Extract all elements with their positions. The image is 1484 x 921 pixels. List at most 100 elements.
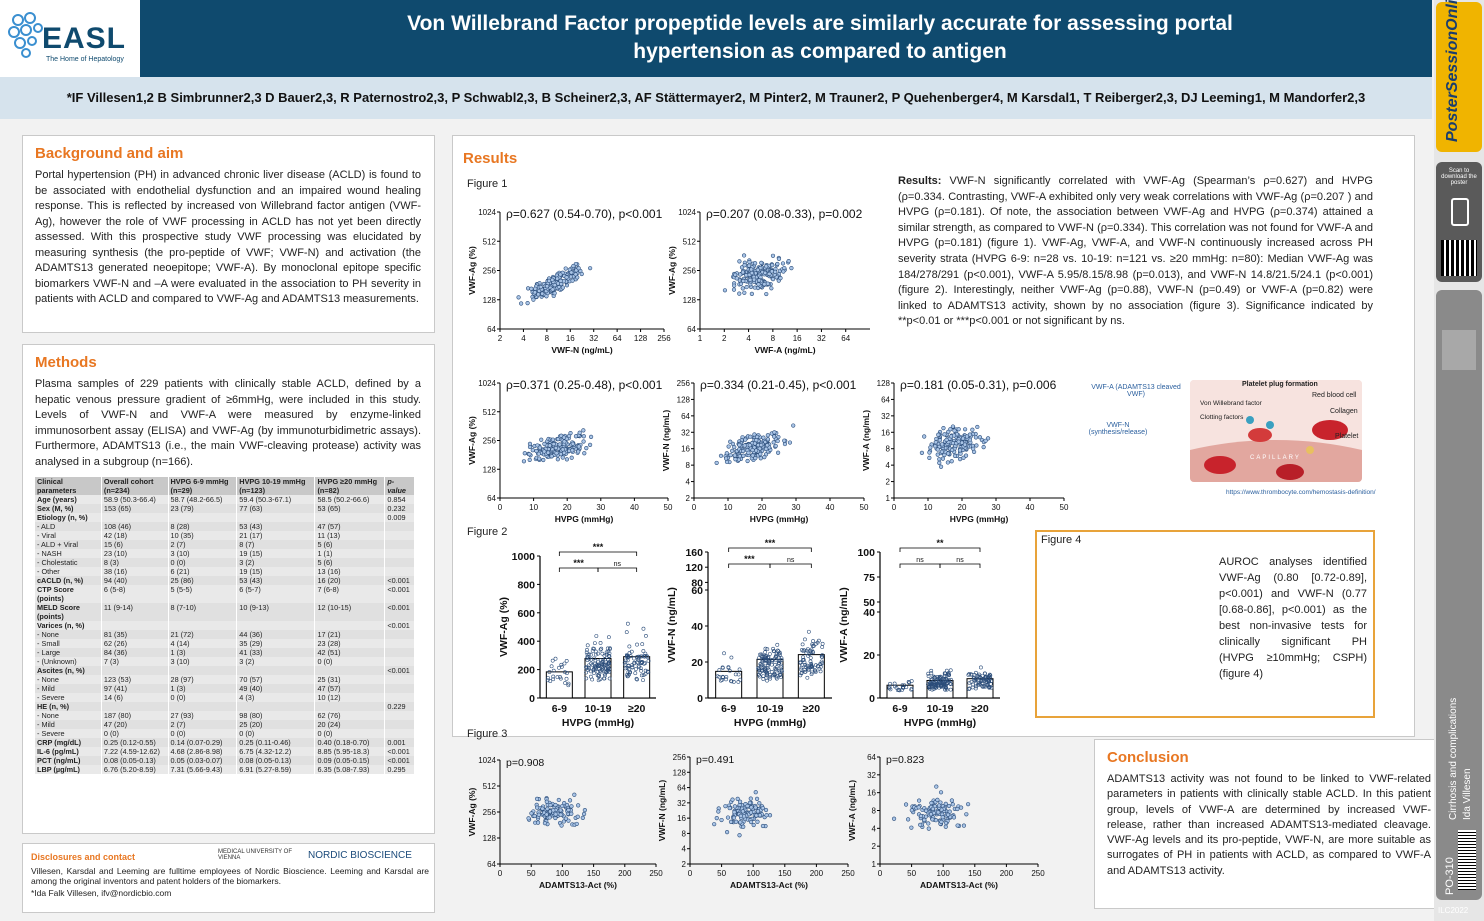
data-point — [775, 438, 780, 444]
y-tick-label: 1 — [886, 494, 891, 503]
data-point — [741, 253, 747, 258]
x-tick-label: 4 — [521, 334, 526, 343]
figure-4-label: Figure 4 — [1041, 534, 1082, 546]
data-point — [744, 284, 749, 290]
table-cell: <0.001 — [384, 756, 415, 765]
data-point — [714, 816, 719, 821]
table-cell — [101, 513, 169, 522]
table-cell: 0 (0) — [168, 693, 238, 702]
table-cell: 8.85 (5.95-18.3) — [314, 747, 386, 756]
data-point — [591, 668, 596, 673]
table-cell: 4 (14) — [168, 639, 238, 648]
correlation-annotation: ρ=0.627 (0.54-0.70), p<0.001 — [506, 207, 663, 221]
data-point — [639, 673, 644, 678]
data-point — [765, 433, 770, 438]
qr-code-icon[interactable] — [1441, 240, 1477, 276]
data-point — [958, 805, 964, 810]
table-cell — [236, 702, 316, 711]
data-point — [777, 656, 781, 661]
data-point — [979, 678, 984, 683]
data-point — [929, 800, 934, 806]
data-point — [547, 443, 552, 448]
table-row: Ascites (n, %) <0.001 — [35, 666, 415, 675]
data-point — [596, 674, 601, 678]
data-point — [955, 823, 960, 828]
data-point — [626, 655, 631, 659]
y-tick-label: 128 — [673, 768, 687, 777]
background-heading: Background and aim — [35, 145, 184, 162]
data-point — [555, 276, 560, 281]
data-point — [813, 663, 818, 668]
table-cell: 3 (2) — [236, 558, 316, 567]
table-cell: 17 (21) — [314, 630, 386, 639]
data-point — [552, 291, 557, 296]
author-list: *IF Villesen1,2 B Simbrunner2,3 D Bauer2… — [0, 77, 1432, 119]
data-point — [755, 809, 761, 814]
table-cell: 3 (2) — [236, 657, 316, 666]
table-cell: IL-6 (pg/mL) — [35, 747, 102, 756]
figure-4-box: Figure 4 AUROC analyses identified VWF-A… — [1035, 530, 1375, 718]
illustration-source-link[interactable]: https://www.thrombocyte.com/hemostasis-d… — [1226, 489, 1376, 496]
data-point — [983, 438, 988, 443]
data-point — [718, 678, 723, 683]
data-point — [564, 671, 569, 675]
significance-label: ** — [936, 538, 944, 548]
data-point — [527, 452, 532, 457]
data-point — [573, 434, 579, 439]
data-point — [538, 284, 543, 290]
data-point — [571, 263, 576, 269]
data-point — [791, 423, 796, 428]
y-tick-label: 0 — [869, 693, 875, 705]
table-cell: Ascites (n, %) — [35, 666, 102, 675]
data-point — [542, 449, 547, 454]
data-point — [730, 797, 735, 802]
data-point — [625, 666, 630, 670]
data-point — [949, 447, 955, 453]
table-cell: - Viral — [35, 531, 102, 540]
table-header-cell: HVPG 10-19 mmHg (n=123) — [236, 477, 316, 495]
data-point — [632, 656, 636, 661]
data-point — [900, 683, 905, 688]
data-point — [773, 668, 778, 673]
table-cell: 84 (36) — [101, 648, 169, 657]
easl-logo-mark — [8, 12, 43, 58]
data-point — [545, 678, 550, 683]
conclusion-panel: Conclusion ADAMTS13 activity was not fou… — [1094, 739, 1444, 909]
table-header-cell: p-value — [384, 477, 415, 495]
vwf-a-callout: VWF-A (ADAMTS13 cleaved VWF) — [1091, 384, 1181, 398]
table-cell: 4 (3) — [236, 693, 316, 702]
data-point — [782, 265, 787, 271]
data-point — [801, 655, 805, 660]
data-point — [527, 444, 533, 450]
data-point — [922, 434, 927, 439]
data-point — [718, 453, 724, 458]
x-tick-label: 10-19 — [585, 703, 612, 715]
x-tick-label: 150 — [587, 869, 601, 878]
background-text: Portal hypertension (PH) in advanced chr… — [35, 169, 421, 305]
postersessiononline-badge[interactable]: PosterSessionOnline — [1436, 0, 1482, 152]
data-point — [734, 819, 739, 824]
x-tick-label: 10-19 — [927, 703, 954, 715]
data-point — [950, 424, 956, 429]
illustration-label-platelet: Platelet — [1335, 433, 1359, 440]
table-cell: 0.40 (0.18-0.70) — [314, 738, 386, 747]
x-tick-label: 8 — [545, 334, 550, 343]
table-cell — [384, 567, 415, 576]
table-cell: - NASH — [35, 549, 102, 558]
y-tick-label: 8 — [682, 829, 687, 838]
table-cell: 0 (0) — [168, 729, 238, 738]
data-point — [970, 427, 975, 432]
x-tick-label: 0 — [498, 869, 503, 878]
scan-download-badge[interactable]: Scan to download the poster — [1436, 162, 1482, 282]
contact-email[interactable]: *Ida Falk Villesen, ifv@nordicbio.com — [31, 888, 172, 898]
table-cell: 47 (20) — [101, 720, 169, 729]
data-point — [544, 812, 549, 817]
table-cell: 58.7 (48.2-66.5) — [168, 495, 238, 504]
data-point — [639, 668, 644, 673]
data-point — [749, 805, 754, 810]
table-cell: 41 (33) — [236, 648, 316, 657]
data-point — [764, 291, 769, 297]
data-point — [562, 661, 567, 666]
data-point — [584, 650, 589, 655]
table-cell: - Large — [35, 648, 102, 657]
